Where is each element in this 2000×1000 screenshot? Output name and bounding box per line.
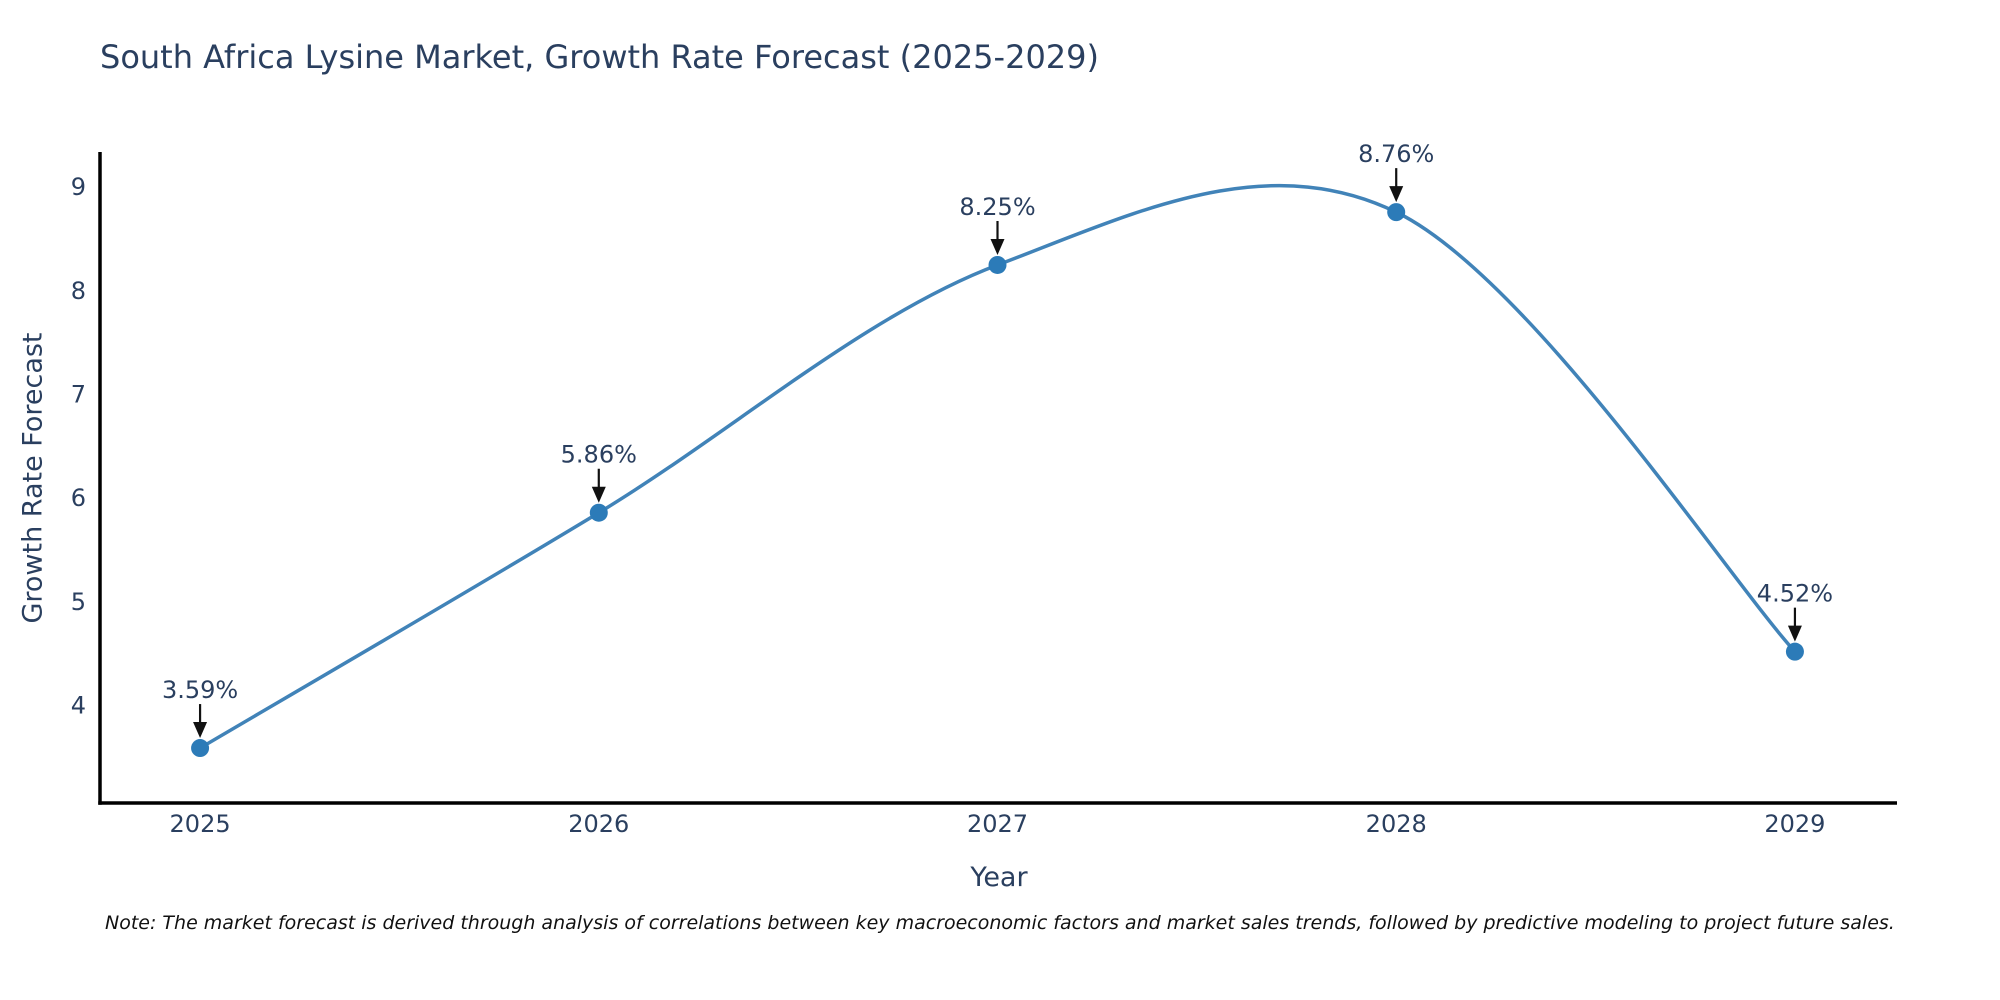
y-tick-label: 9 xyxy=(71,173,86,201)
data-point-marker xyxy=(191,739,210,758)
y-tick-label: 4 xyxy=(71,692,86,720)
annotation-arrow-head xyxy=(1389,186,1404,203)
annotation-text: 5.86% xyxy=(561,441,637,469)
x-tick-label: 2025 xyxy=(170,810,231,838)
y-tick-label: 7 xyxy=(71,381,86,409)
annotation-text: 8.25% xyxy=(959,193,1035,221)
annotation-text: 3.59% xyxy=(162,676,238,704)
footnote: Note: The market forecast is derived thr… xyxy=(105,912,1895,934)
annotation-arrow-head xyxy=(1787,625,1802,642)
annotation-arrow-head xyxy=(591,486,606,503)
annotation-text: 4.52% xyxy=(1757,580,1833,608)
chart-title: South Africa Lysine Market, Growth Rate … xyxy=(100,38,1099,76)
x-tick-label: 2028 xyxy=(1366,810,1427,838)
data-point-marker xyxy=(1387,203,1406,222)
data-point-marker xyxy=(988,255,1007,274)
annotation-arrow-head xyxy=(990,238,1005,255)
y-tick-label: 5 xyxy=(71,588,86,616)
data-point-marker xyxy=(1785,642,1804,661)
x-tick-label: 2029 xyxy=(1764,810,1825,838)
y-tick-label: 8 xyxy=(71,277,86,305)
x-axis-title: Year xyxy=(970,862,1028,893)
x-tick-label: 2026 xyxy=(568,810,629,838)
annotation-text: 8.76% xyxy=(1358,140,1434,168)
annotation-arrow-head xyxy=(193,722,208,739)
x-tick-label: 2027 xyxy=(967,810,1028,838)
data-point-marker xyxy=(589,503,608,522)
y-tick-label: 6 xyxy=(71,484,86,512)
